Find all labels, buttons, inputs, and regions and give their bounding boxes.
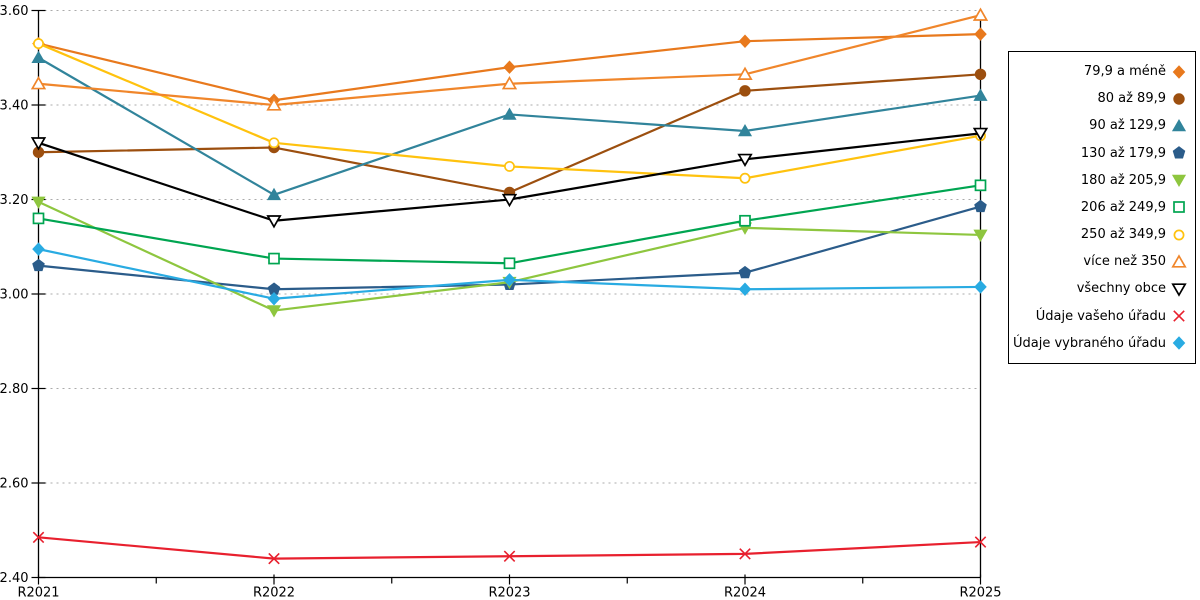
legend-item-3: 130 až 179,9 [1013,145,1187,161]
series--daje-va-eho-adu [32,531,987,565]
series-90-a-129-9 [31,50,988,201]
legend-label: Údaje vybraného úřadu [1012,335,1166,351]
legend-item-6: 250 až 349,9 [1013,227,1187,243]
y-tick-label: 2.60 [0,477,29,492]
circle-marker-icon [1173,229,1185,241]
legend-label: Údaje vašeho úřadu [1035,308,1166,324]
triangle-down-marker-icon [1171,174,1187,188]
series-v-echny-obce [30,127,989,229]
circle-marker-icon [1173,93,1185,105]
square-marker-icon [1173,201,1185,214]
legend-label: 80 až 89,9 [1097,91,1166,107]
legend-item-5: 206 až 249,9 [1013,199,1187,215]
legend-label: 180 až 205,9 [1080,172,1166,188]
legend-item-2: 90 až 129,9 [1013,118,1187,134]
legend: 79,9 a méně 80 až 89,9 90 až 129,9 130 až 1… [1008,51,1196,364]
legend-item-10: Údaje vybraného úřadu [1013,335,1187,351]
gridlines [38,10,981,484]
x-tick-label: R2023 [488,586,530,600]
axes: 2.40 2.60 2.80 3.00 3.20 3.40 3.60 R2021 R2022 R2… [0,4,1002,600]
legend-item-1: 80 až 89,9 [1013,91,1187,107]
triangle-down-marker-icon [1171,283,1187,297]
x-marker-icon [1173,310,1185,322]
legend-label: více než 350 [1083,254,1166,270]
series-206-a-249-9 [32,179,987,270]
legend-label: všechny obce [1076,281,1166,297]
y-tick-label: 3.20 [0,193,29,208]
legend-label: 79,9 a méně [1083,64,1166,80]
y-tick-label: 2.40 [0,571,29,586]
legend-item-0: 79,9 a méně [1013,64,1187,80]
legend-label: 90 až 129,9 [1089,118,1166,134]
legend-label: 206 až 249,9 [1080,199,1166,215]
y-tick-label: 3.40 [0,99,29,114]
triangle-up-marker-icon [1171,118,1187,132]
x-tick-label: R2025 [959,586,1001,600]
legend-item-7: více než 350 [1013,254,1187,270]
legend-label: 250 až 349,9 [1080,227,1166,243]
series-180-a-205-9 [31,196,988,318]
triangle-up-marker-icon [1171,254,1187,268]
series-v-ce-ne-350 [30,7,989,111]
x-tick-label: R2021 [17,586,59,600]
series-79-9-a-m-n- [32,27,987,108]
legend-item-4: 180 až 205,9 [1013,172,1187,188]
y-tick-label: 2.80 [0,382,29,397]
legend-item-8: všechny obce [1013,281,1187,297]
y-tick-label: 3.60 [0,4,29,19]
y-tick-label: 3.00 [0,288,29,303]
diamond-marker-icon [1172,64,1186,79]
legend-label: 130 až 179,9 [1080,145,1166,161]
series--daje-vybran-ho-adu [32,242,987,306]
diamond-marker-icon [1172,336,1186,351]
x-tick-label: R2022 [253,586,295,600]
legend-item-9: Údaje vašeho úřadu [1013,308,1187,324]
x-tick-label: R2024 [724,586,766,600]
pentagon-marker-icon [1172,146,1186,159]
